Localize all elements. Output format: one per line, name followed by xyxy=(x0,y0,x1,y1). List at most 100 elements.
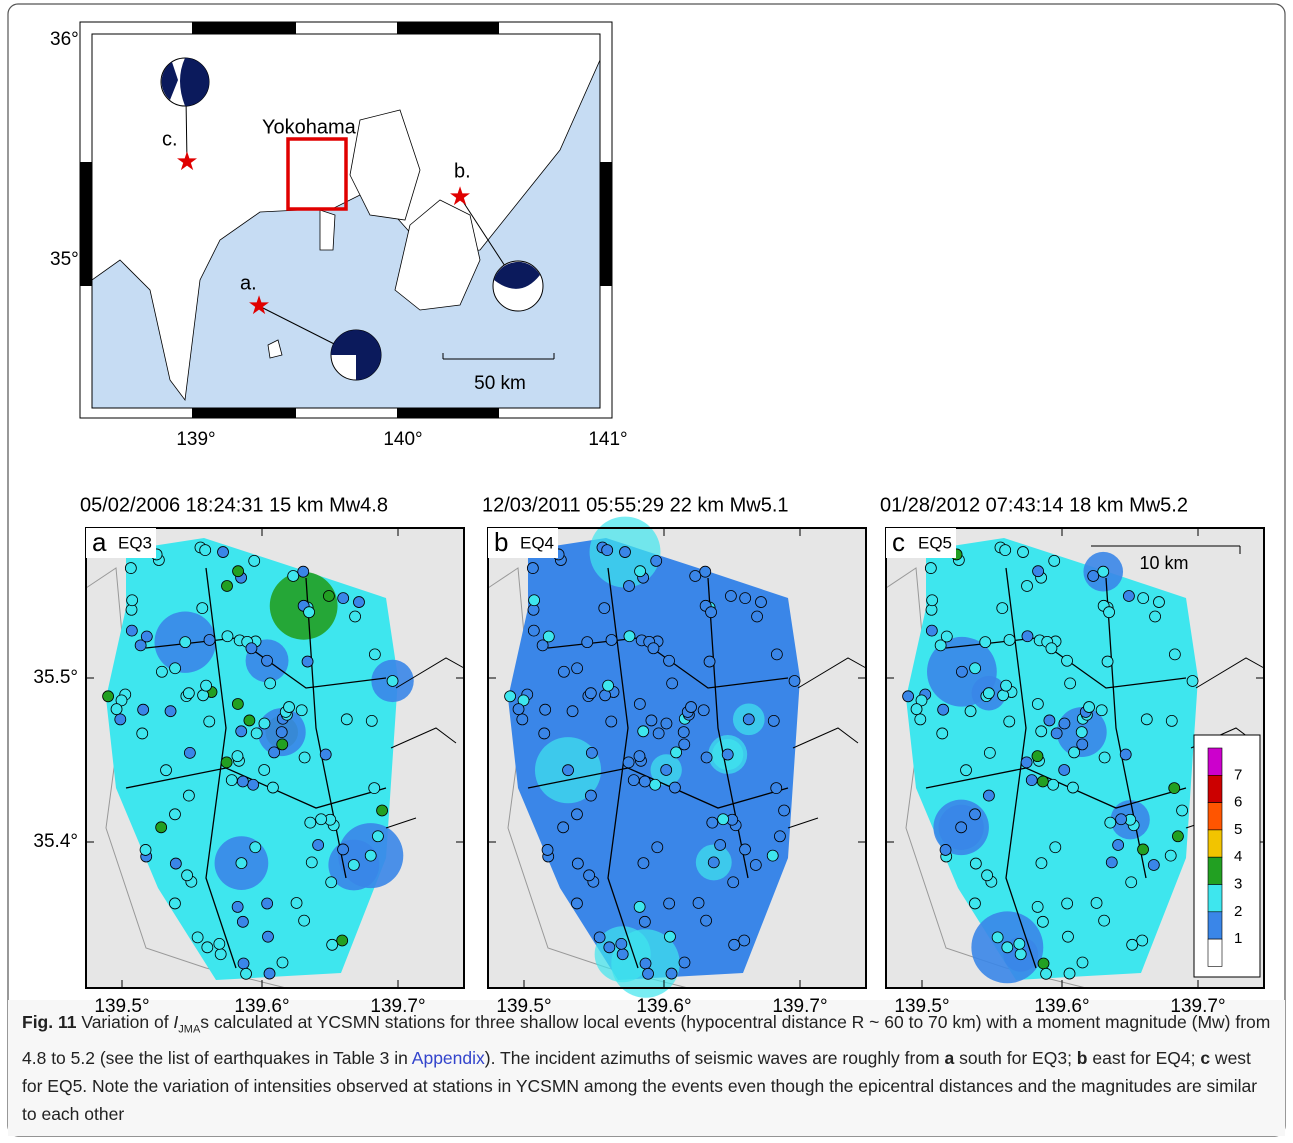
station xyxy=(1172,831,1183,842)
station xyxy=(161,765,172,776)
station xyxy=(725,591,736,602)
station xyxy=(222,631,233,642)
station xyxy=(262,898,273,909)
station xyxy=(1041,968,1052,979)
panel-letter: a xyxy=(92,527,107,557)
station xyxy=(1116,814,1127,825)
station xyxy=(927,595,938,606)
panel-title: 05/02/2006 18:24:31 15 km Mw4.8 xyxy=(80,494,388,516)
station xyxy=(238,958,249,969)
event-label: EQ4 xyxy=(520,533,554,552)
station xyxy=(1000,545,1011,556)
station xyxy=(221,757,232,768)
station xyxy=(326,877,337,888)
station xyxy=(327,939,338,950)
station xyxy=(169,898,180,909)
station xyxy=(1004,634,1015,645)
station xyxy=(377,805,388,816)
station xyxy=(1166,715,1177,726)
station xyxy=(992,932,1003,943)
station xyxy=(350,611,361,622)
caption-link[interactable]: Appendix xyxy=(412,1048,485,1068)
station xyxy=(543,631,554,642)
colorbar-label: 1 xyxy=(1234,930,1242,947)
station xyxy=(1062,898,1073,909)
station xyxy=(767,850,778,861)
station xyxy=(366,715,377,726)
station xyxy=(201,680,212,691)
caption: Fig. 11 Variation of IJMAs calculated at… xyxy=(22,1008,1272,1128)
station xyxy=(926,625,937,636)
station xyxy=(222,580,233,591)
station xyxy=(527,563,538,574)
station xyxy=(983,688,994,699)
station xyxy=(1015,949,1026,960)
station xyxy=(140,844,151,855)
y-tick-label: 35.5° xyxy=(33,667,78,688)
station xyxy=(291,897,302,908)
station xyxy=(750,859,761,870)
station xyxy=(572,858,583,869)
event-label: c. xyxy=(162,128,178,150)
station xyxy=(1026,775,1037,786)
station xyxy=(678,727,689,738)
station xyxy=(262,655,273,666)
station xyxy=(241,968,252,979)
station xyxy=(620,547,631,558)
station xyxy=(141,631,152,642)
station xyxy=(743,714,754,725)
station xyxy=(1077,957,1088,968)
station xyxy=(369,783,380,794)
station xyxy=(200,545,211,556)
station xyxy=(666,968,677,979)
station xyxy=(204,634,215,645)
station xyxy=(740,844,751,855)
station xyxy=(1077,739,1088,750)
station xyxy=(1062,931,1073,942)
station xyxy=(338,593,349,604)
colorbar-label: 4 xyxy=(1234,848,1242,865)
station xyxy=(1037,776,1048,787)
station xyxy=(262,931,273,942)
station xyxy=(276,727,287,738)
station xyxy=(111,704,122,715)
station xyxy=(232,751,243,762)
station xyxy=(170,663,181,674)
svg-text:★: ★ xyxy=(247,290,270,320)
station xyxy=(298,566,309,577)
station xyxy=(571,809,582,820)
colorbar-step xyxy=(1208,748,1222,775)
station xyxy=(983,790,994,801)
station xyxy=(1169,783,1180,794)
scale-label: 50 km xyxy=(474,373,526,394)
station xyxy=(1036,858,1047,869)
station xyxy=(137,728,148,739)
station xyxy=(558,822,569,833)
station xyxy=(1069,747,1080,758)
station xyxy=(204,716,215,727)
station xyxy=(617,949,628,960)
colorbar-step xyxy=(1208,912,1222,939)
station xyxy=(940,844,951,855)
station xyxy=(1150,611,1161,622)
station xyxy=(165,706,176,717)
station xyxy=(1099,752,1110,763)
station xyxy=(715,839,726,850)
station xyxy=(156,666,167,677)
caption-text: Variation of xyxy=(76,1012,173,1032)
station xyxy=(1064,968,1075,979)
station xyxy=(652,842,663,853)
station xyxy=(667,678,678,689)
station xyxy=(1036,726,1047,737)
station xyxy=(969,898,980,909)
caption-panel-ref: b xyxy=(1077,1048,1088,1068)
colorbar-step xyxy=(1208,939,1222,966)
colorbar-label: 7 xyxy=(1234,766,1242,783)
colorbar-label: 3 xyxy=(1234,875,1242,892)
colorbar-step xyxy=(1208,830,1222,857)
station xyxy=(323,591,334,602)
lon-label: 140° xyxy=(383,429,422,450)
station xyxy=(1033,566,1044,577)
station xyxy=(1051,728,1062,739)
station xyxy=(1067,782,1078,793)
